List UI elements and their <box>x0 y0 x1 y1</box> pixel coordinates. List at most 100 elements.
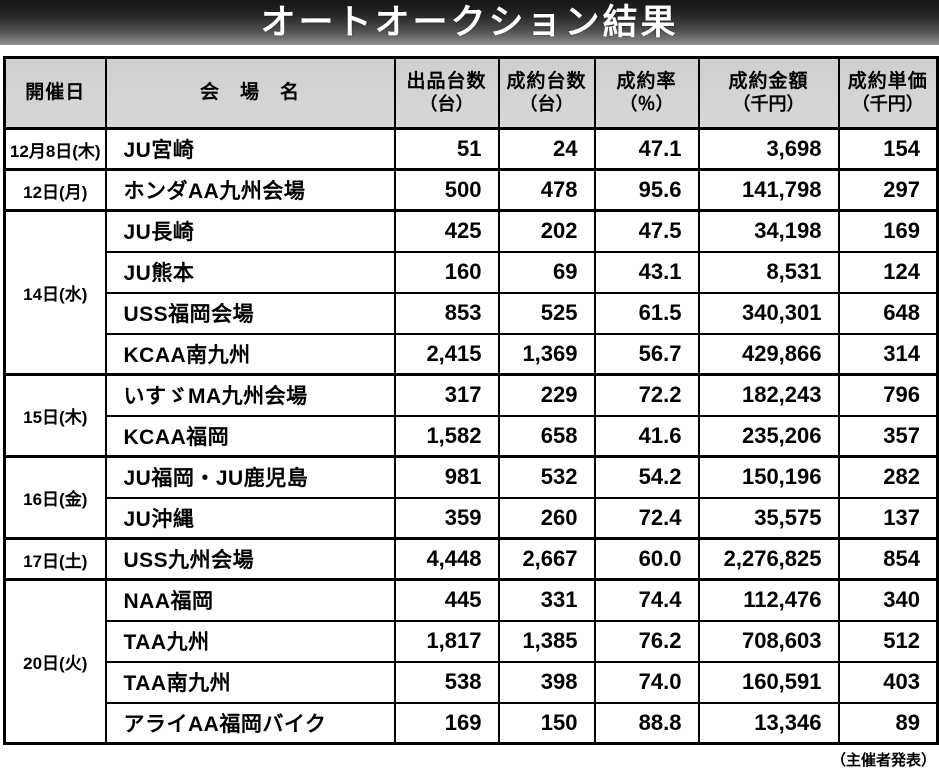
venue-cell: TAA九州 <box>104 619 396 662</box>
unit-price-cell: 648 <box>837 291 939 334</box>
header-listed: 出品台数 （台） <box>393 56 500 130</box>
amount-cell: 429,866 <box>697 332 840 375</box>
sold-cell: 331 <box>497 578 596 621</box>
table-row: KCAA南九州 2,415 1,369 56.7 429,866 314 <box>5 332 939 375</box>
header-rate-label: 成約率 <box>616 70 677 92</box>
rate-cell: 74.4 <box>593 578 700 621</box>
date-cell: 12日(月) <box>3 168 107 211</box>
rate-cell: 56.7 <box>593 332 700 375</box>
amount-cell: 35,575 <box>697 496 840 539</box>
venue-cell: KCAA福岡 <box>104 414 396 457</box>
sold-cell: 532 <box>497 455 596 498</box>
rate-cell: 54.2 <box>593 455 700 498</box>
venue-cell: NAA福岡 <box>104 578 396 621</box>
table-row: USS福岡会場 853 525 61.5 340,301 648 <box>5 291 939 334</box>
table-header: 開催日 会 場 名 出品台数 （台） 成約台数 （台） 成約率 （％） <box>3 56 939 130</box>
unit-price-cell: 297 <box>837 168 939 211</box>
header-listed-label: 出品台数 <box>406 70 487 92</box>
table-row: TAA南九州 538 398 74.0 160,591 403 <box>5 660 939 703</box>
amount-cell: 3,698 <box>697 127 840 170</box>
sold-cell: 24 <box>497 127 596 170</box>
listed-cell: 4,448 <box>393 537 500 580</box>
listed-cell: 853 <box>393 291 500 334</box>
venue-cell: アライAA福岡バイク <box>104 701 396 744</box>
table-row: アライAA福岡バイク 169 150 88.8 13,346 89 <box>5 701 939 744</box>
amount-cell: 160,591 <box>697 660 840 703</box>
venue-cell: KCAA南九州 <box>104 332 396 375</box>
header-amount-sub: （千円） <box>732 93 805 114</box>
amount-cell: 8,531 <box>697 250 840 293</box>
date-cell: 15日(木) <box>3 373 107 457</box>
unit-price-cell: 124 <box>837 250 939 293</box>
amount-cell: 182,243 <box>697 373 840 416</box>
sold-cell: 398 <box>497 660 596 703</box>
auction-table-body: 12月8日(木) JU宮崎 51 24 47.1 3,698 154 12日(月) ホンダAA九… <box>3 127 939 744</box>
date-cell: 17日(土) <box>3 537 107 580</box>
listed-cell: 1,582 <box>393 414 500 457</box>
table-row: 20日(火) NAA福岡 445 331 74.4 112,476 340 <box>3 578 939 744</box>
venue-cell: ホンダAA九州会場 <box>104 168 396 211</box>
amount-cell: 13,346 <box>697 701 840 744</box>
venue-cell: JU沖縄 <box>104 496 396 539</box>
sold-cell: 202 <box>497 209 596 252</box>
amount-cell: 235,206 <box>697 414 840 457</box>
table-container: 開催日 会 場 名 出品台数 （台） 成約台数 （台） 成約率 （％） <box>0 45 939 745</box>
rate-cell: 61.5 <box>593 291 700 334</box>
rate-cell: 41.6 <box>593 414 700 457</box>
table-row: 16日(金) JU福岡・JU鹿児島 981 532 54.2 150,196 282 <box>3 455 939 539</box>
header-unit-price-sub: （千円） <box>851 93 924 114</box>
table-row: KCAA福岡 1,582 658 41.6 235,206 357 <box>5 414 939 457</box>
sold-cell: 150 <box>497 701 596 744</box>
listed-cell: 538 <box>393 660 500 703</box>
header-venue-label: 会 場 名 <box>199 81 300 103</box>
table-row: 17日(土) USS九州会場 4,448 2,667 60.0 2,276,825 854 <box>3 537 939 580</box>
amount-cell: 34,198 <box>697 209 840 252</box>
table-row: 15日(木) いすゞMA九州会場 317 229 72.2 182,243 796 <box>3 373 939 457</box>
unit-price-cell: 314 <box>837 332 939 375</box>
unit-price-cell: 357 <box>837 414 939 457</box>
amount-cell: 708,603 <box>697 619 840 662</box>
unit-price-cell: 854 <box>837 537 939 580</box>
sold-cell: 69 <box>497 250 596 293</box>
table-row: TAA九州 1,817 1,385 76.2 708,603 512 <box>5 619 939 662</box>
venue-cell: いすゞMA九州会場 <box>104 373 396 416</box>
rate-cell: 60.0 <box>593 537 700 580</box>
sold-cell: 525 <box>497 291 596 334</box>
rate-cell: 43.1 <box>593 250 700 293</box>
table-row: 12日(月) ホンダAA九州会場 500 478 95.6 141,798 297 <box>3 168 939 211</box>
unit-price-cell: 512 <box>837 619 939 662</box>
header-date-label: 開催日 <box>25 81 86 103</box>
unit-price-cell: 796 <box>837 373 939 416</box>
table-row: 14日(水) JU長崎 425 202 47.5 34,198 169 <box>3 209 939 375</box>
sold-cell: 229 <box>497 373 596 416</box>
date-cell: 14日(水) <box>3 209 107 375</box>
date-cell: 16日(金) <box>3 455 107 539</box>
venue-cell: USS九州会場 <box>104 537 396 580</box>
unit-price-cell: 169 <box>837 209 939 252</box>
sold-cell: 658 <box>497 414 596 457</box>
listed-cell: 317 <box>393 373 500 416</box>
unit-price-cell: 137 <box>837 496 939 539</box>
header-date: 開催日 <box>3 56 107 130</box>
sold-cell: 478 <box>497 168 596 211</box>
source-note: （主催者発表） <box>830 752 936 769</box>
amount-cell: 340,301 <box>697 291 840 334</box>
rate-cell: 72.4 <box>593 496 700 539</box>
venue-cell: JU長崎 <box>104 209 396 252</box>
venue-cell: JU福岡・JU鹿児島 <box>104 455 396 498</box>
table-row: 12月8日(木) JU宮崎 51 24 47.1 3,698 154 <box>3 127 939 170</box>
listed-cell: 445 <box>393 578 500 621</box>
date-cell: 12月8日(木) <box>3 127 107 170</box>
listed-cell: 500 <box>393 168 500 211</box>
venue-cell: TAA南九州 <box>104 660 396 703</box>
amount-cell: 112,476 <box>697 578 840 621</box>
rate-cell: 95.6 <box>593 168 700 211</box>
title-banner: オートオークション結果 <box>0 0 939 45</box>
header-unit-price: 成約単価 （千円） <box>837 56 939 130</box>
unit-price-cell: 154 <box>837 127 939 170</box>
listed-cell: 169 <box>393 701 500 744</box>
listed-cell: 2,415 <box>393 332 500 375</box>
header-amount: 成約金額 （千円） <box>697 56 840 130</box>
listed-cell: 981 <box>393 455 500 498</box>
venue-cell: JU宮崎 <box>104 127 396 170</box>
